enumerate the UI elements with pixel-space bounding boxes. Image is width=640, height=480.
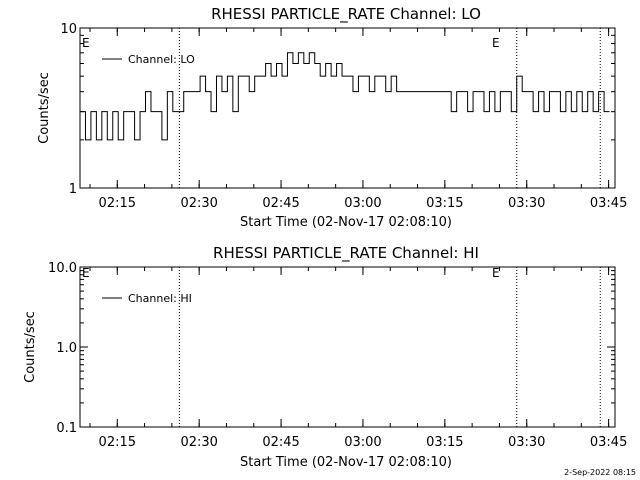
y-axis-ticks: 0.1 1.0 10.0 — [48, 261, 615, 436]
y-tick-label: 0.1 — [56, 421, 77, 436]
y-tick-label: 10 — [60, 22, 77, 37]
y-tick-label: 1.0 — [56, 341, 77, 356]
y-tick-label: 1 — [69, 182, 77, 197]
plot-frame — [79, 266, 616, 428]
x-axis-ticks: 02:15 02:30 02:45 03:00 03:15 03:30 03:45 — [89, 28, 627, 211]
x-tick-label: 02:45 — [262, 435, 299, 450]
panel-hi: RHESSI PARTICLE_RATE Channel: HI 02:15 02… — [23, 244, 627, 470]
x-tick-label: 03:30 — [508, 196, 545, 211]
x-axis-label: Start Time (02-Nov-17 02:08:10) — [240, 215, 452, 230]
x-tick-label: 03:45 — [590, 196, 627, 211]
x-axis-ticks: 02:15 02:30 02:45 03:00 03:15 03:30 03:45 — [89, 267, 627, 450]
x-tick-label: 03:15 — [426, 196, 463, 211]
x-tick-label: 03:00 — [344, 196, 381, 211]
x-axis-label: Start Time (02-Nov-17 02:08:10) — [240, 455, 452, 470]
x-tick-label: 03:00 — [344, 435, 381, 450]
series-group — [80, 52, 610, 141]
x-tick-label: 02:15 — [99, 196, 136, 211]
x-tick-label: 02:30 — [180, 196, 217, 211]
x-tick-label: 03:15 — [426, 435, 463, 450]
series-line-lo — [80, 52, 610, 141]
time-markers — [178, 267, 601, 427]
x-tick-label: 02:15 — [99, 435, 136, 450]
legend-label: Channel: HI — [128, 292, 192, 305]
y-axis-label: Counts/sec — [37, 72, 52, 144]
edge-label-e-right: E — [492, 36, 500, 50]
edge-label-e: E — [82, 36, 90, 50]
time-markers — [178, 28, 601, 188]
edge-label-e: E — [82, 266, 90, 280]
x-tick-label: 02:45 — [262, 196, 299, 211]
y-tick-label: 10.0 — [48, 261, 77, 276]
x-tick-label: 03:30 — [508, 435, 545, 450]
chart-title: RHESSI PARTICLE_RATE Channel: HI — [213, 244, 479, 263]
legend-label: Channel: LO — [128, 53, 195, 66]
plot-frame — [79, 27, 616, 189]
panel-lo: RHESSI PARTICLE_RATE Channel: LO 02:15 02… — [37, 5, 627, 230]
y-axis-ticks: 1 10 — [60, 22, 615, 197]
edge-label-e-right: E — [492, 266, 500, 280]
footer-date: 2-Sep-2022 08:15 — [564, 468, 636, 477]
y-axis-label: Counts/sec — [23, 311, 38, 383]
x-tick-label: 02:30 — [180, 435, 217, 450]
chart-title: RHESSI PARTICLE_RATE Channel: LO — [211, 5, 481, 24]
x-tick-label: 03:45 — [590, 435, 627, 450]
